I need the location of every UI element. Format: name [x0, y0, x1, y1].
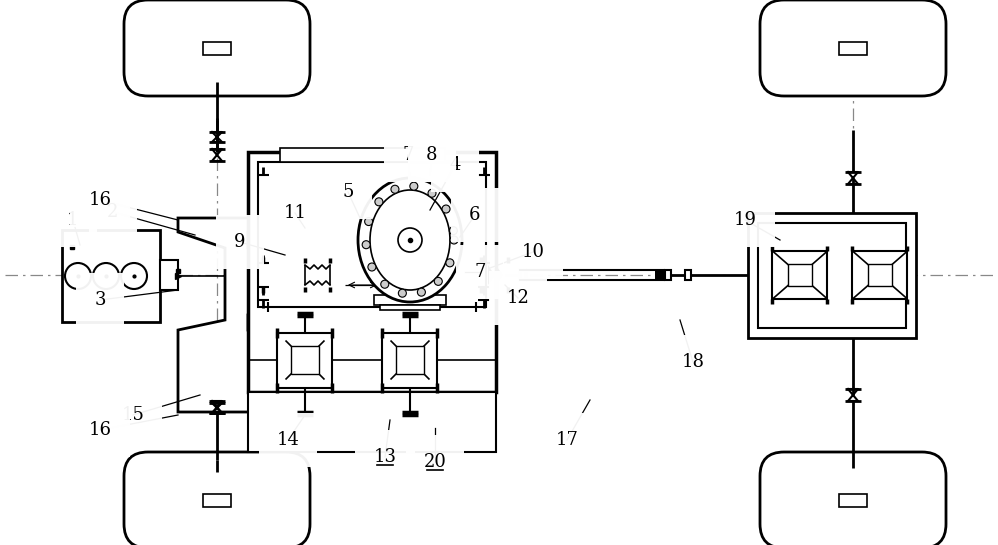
- Text: 15: 15: [122, 406, 145, 424]
- Bar: [787, 264, 812, 286]
- Text: 10: 10: [522, 243, 545, 261]
- Polygon shape: [488, 265, 494, 285]
- Bar: [280, 148, 445, 162]
- Ellipse shape: [364, 217, 372, 226]
- Bar: [758, 223, 906, 328]
- Bar: [258, 162, 486, 307]
- Text: 16: 16: [89, 191, 112, 209]
- Text: 18: 18: [682, 353, 705, 371]
- Ellipse shape: [428, 189, 436, 197]
- Ellipse shape: [368, 263, 376, 271]
- Ellipse shape: [434, 277, 442, 286]
- Text: 5: 5: [342, 183, 353, 201]
- Bar: [772, 251, 827, 299]
- Polygon shape: [655, 269, 665, 281]
- Ellipse shape: [381, 280, 389, 288]
- Bar: [685, 270, 691, 280]
- Text: 1: 1: [67, 211, 79, 229]
- Text: 6: 6: [469, 206, 481, 224]
- Bar: [277, 332, 332, 387]
- Polygon shape: [178, 218, 285, 412]
- Text: 2: 2: [108, 203, 119, 221]
- Bar: [382, 332, 437, 387]
- Bar: [852, 251, 907, 299]
- Text: 7: 7: [402, 146, 414, 164]
- Bar: [396, 346, 424, 374]
- Ellipse shape: [93, 263, 119, 289]
- Ellipse shape: [391, 185, 399, 193]
- Text: 7: 7: [474, 263, 486, 281]
- FancyBboxPatch shape: [760, 452, 946, 545]
- Ellipse shape: [417, 288, 425, 296]
- Bar: [62, 230, 160, 322]
- Ellipse shape: [449, 227, 457, 235]
- Text: 16: 16: [89, 421, 112, 439]
- Ellipse shape: [410, 182, 418, 190]
- Text: 9: 9: [235, 233, 246, 251]
- Ellipse shape: [358, 178, 462, 302]
- Text: 14: 14: [276, 431, 299, 449]
- Ellipse shape: [442, 205, 450, 213]
- Ellipse shape: [450, 236, 458, 244]
- Bar: [374, 295, 446, 305]
- Text: 8: 8: [426, 146, 438, 164]
- Ellipse shape: [398, 228, 422, 252]
- Text: 17: 17: [556, 431, 579, 449]
- Bar: [380, 305, 440, 310]
- Ellipse shape: [446, 259, 454, 267]
- Text: 4: 4: [449, 156, 461, 174]
- Ellipse shape: [121, 263, 147, 289]
- Ellipse shape: [362, 241, 370, 249]
- Text: 3: 3: [94, 291, 106, 309]
- Bar: [839, 494, 867, 506]
- Ellipse shape: [370, 190, 450, 290]
- Ellipse shape: [375, 198, 383, 206]
- FancyBboxPatch shape: [124, 0, 310, 96]
- Bar: [867, 264, 892, 286]
- Bar: [665, 270, 671, 280]
- Bar: [248, 392, 496, 452]
- Text: 20: 20: [423, 453, 446, 471]
- Bar: [748, 213, 916, 338]
- Polygon shape: [496, 265, 502, 285]
- Text: 13: 13: [373, 448, 396, 466]
- Bar: [203, 494, 231, 506]
- Bar: [160, 260, 178, 290]
- Text: 12: 12: [507, 289, 529, 307]
- Ellipse shape: [398, 289, 406, 297]
- Ellipse shape: [65, 263, 91, 289]
- FancyBboxPatch shape: [124, 452, 310, 545]
- Bar: [203, 41, 231, 55]
- Bar: [520, 270, 526, 280]
- Bar: [291, 346, 318, 374]
- Text: 11: 11: [283, 204, 306, 222]
- Bar: [248, 152, 496, 392]
- Bar: [839, 41, 867, 55]
- FancyBboxPatch shape: [760, 0, 946, 96]
- Text: 19: 19: [734, 211, 756, 229]
